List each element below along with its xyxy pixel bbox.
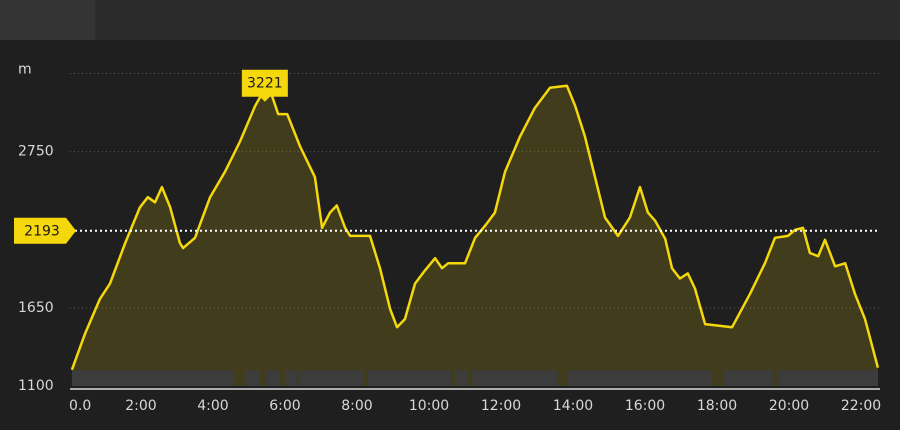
y-tick-label: 1100 [18, 378, 54, 394]
segment [285, 370, 297, 386]
line [70, 83, 880, 371]
x-tick-label: 2:00 [125, 398, 156, 414]
y-tick-label: 1650 [18, 300, 54, 316]
x-tick-label: 0.0 [69, 398, 91, 414]
x-tick-label: 22:00 [841, 398, 881, 414]
segment [72, 370, 234, 386]
area [71, 84, 878, 386]
segment [778, 370, 878, 386]
x-tick-label: 16:00 [625, 398, 665, 414]
segment [368, 370, 451, 386]
x-tick-label: 20:00 [769, 398, 809, 414]
plot [70, 83, 880, 386]
x-tick-label: 8:00 [341, 398, 372, 414]
segment [245, 370, 260, 386]
segment [266, 370, 280, 386]
y-tick-label: m [18, 62, 32, 78]
tab[interactable] [0, 0, 95, 40]
peak-marker [241, 69, 288, 102]
y-tick-label: 2750 [18, 144, 54, 160]
segments [72, 370, 878, 386]
x-tick-label: 14:00 [553, 398, 593, 414]
x-tick-label: 12:00 [481, 398, 521, 414]
reference-label: 2193 [24, 224, 60, 240]
x-tick-label: 10:00 [409, 398, 449, 414]
peak-label: 3221 [247, 76, 283, 92]
segment [472, 370, 557, 386]
top-bar [0, 0, 900, 40]
segment [455, 370, 468, 386]
segment [300, 370, 363, 386]
x-tick-label: 6:00 [269, 398, 300, 414]
segment [568, 370, 712, 386]
x-tick-label: 4:00 [197, 398, 228, 414]
x-tick-label: 18:00 [697, 398, 737, 414]
reference-marker [14, 217, 76, 244]
segment [723, 370, 773, 386]
overlay: 0.0 2:00 4:00 6:00 8:00 10:00 12:00 14:00 16:00 1… [14, 69, 881, 414]
grid: 1100 1650 2750 m [18, 62, 880, 394]
